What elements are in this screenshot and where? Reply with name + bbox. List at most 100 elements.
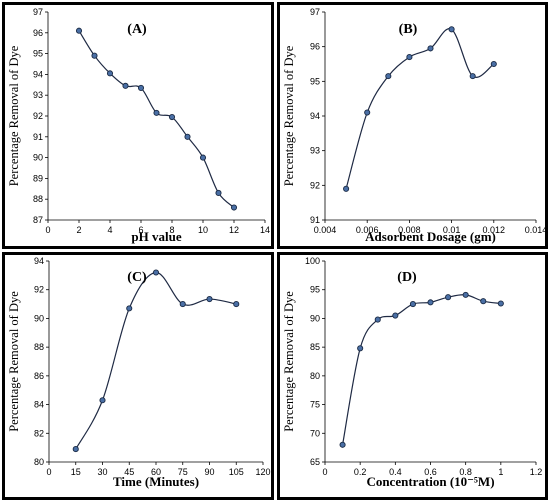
x-tick-label: 15	[71, 467, 81, 477]
x-tick-label: 8	[169, 225, 174, 235]
data-point	[75, 27, 83, 34]
panel-title: (A)	[127, 22, 147, 37]
chart-a: 87 88 89 90 91 92 93 94 95 96 97 0 2 4 6 8 10 12 14 (A) pH v…	[7, 7, 270, 244]
panel-title: (C)	[127, 270, 147, 285]
y-tick-label: 95	[33, 49, 43, 59]
y-tick-label: 95	[310, 285, 320, 295]
x-tick-label: 2	[76, 225, 81, 235]
x-tick-label: 45	[124, 467, 134, 477]
x-tick-label: 0	[46, 467, 51, 477]
y-tick-label: 86	[34, 371, 44, 381]
y-tick-label: 65	[310, 457, 320, 467]
y-axis-label: Percentage Removal of Dye	[7, 291, 21, 432]
x-tick-label: 0.4	[389, 467, 402, 477]
data-point	[343, 185, 350, 192]
data-point	[480, 298, 487, 305]
data-point	[184, 133, 191, 140]
y-tick-label: 88	[34, 342, 44, 352]
y-axis-label: Percentage Removal of Dye	[282, 45, 296, 186]
data-point	[364, 109, 371, 116]
data-point	[469, 73, 476, 80]
y-tick-label: 84	[34, 400, 44, 410]
data-point	[490, 60, 497, 68]
data-point	[152, 269, 160, 276]
y-tick-label: 89	[33, 173, 43, 183]
panel-title: (B)	[399, 22, 418, 37]
data-point	[179, 301, 186, 308]
data-point	[168, 113, 176, 121]
data-point	[99, 397, 106, 404]
chart-c: 80 82 84 86 88 90 92 94 0 15 30 45 60 75 90 105 120 (C) Ti…	[7, 256, 271, 489]
data-point	[126, 305, 133, 312]
data-point	[233, 301, 240, 308]
y-tick-label: 96	[310, 42, 320, 52]
data-point	[427, 299, 434, 306]
x-tick-label: 4	[107, 225, 112, 235]
y-tick-label: 92	[310, 180, 320, 190]
data-point	[497, 300, 504, 307]
y-axis-label: Percentage Removal of Dye	[7, 45, 21, 186]
x-tick-label: 0.012	[483, 225, 506, 235]
x-tick-label: 0.8	[459, 467, 472, 477]
data-point	[122, 82, 129, 89]
data-point	[462, 291, 469, 298]
y-tick-label: 97	[33, 7, 43, 17]
y-tick-label: 92	[34, 285, 44, 295]
data-point	[106, 70, 114, 77]
y-tick-label: 92	[33, 111, 43, 121]
data-point	[357, 345, 364, 352]
y-tick-label: 90	[34, 313, 44, 323]
y-tick-label: 96	[33, 28, 43, 38]
data-point	[230, 204, 238, 211]
y-tick-label: 70	[310, 428, 320, 438]
x-tick-label: 60	[151, 467, 161, 477]
y-tick-label: 91	[310, 215, 320, 225]
data-point	[392, 312, 399, 319]
data-point	[215, 189, 222, 197]
x-tick-label: 0.6	[424, 467, 437, 477]
panel-c: 80 82 84 86 88 90 92 94 0 15 30 45 60 75 90 105 120 (C) Ti…	[2, 252, 274, 500]
data-point	[137, 84, 145, 91]
x-tick-label: 0.004	[314, 225, 337, 235]
x-tick-label: 0	[322, 467, 327, 477]
y-tick-label: 87	[33, 215, 43, 225]
x-tick-label: 75	[178, 467, 188, 477]
y-tick-label: 97	[310, 7, 320, 17]
y-tick-label: 82	[34, 428, 44, 438]
x-tick-label: 14	[260, 225, 270, 235]
panel-a: 87 88 89 90 91 92 93 94 95 96 97 0 2 4 6 8 10 12 14 (A) pH v…	[2, 2, 274, 249]
x-tick-label: 0.006	[356, 225, 379, 235]
data-point	[72, 446, 79, 453]
y-tick-label: 80	[34, 457, 44, 467]
y-tick-label: 93	[310, 146, 320, 156]
y-tick-label: 85	[310, 342, 320, 352]
x-tick-label: 6	[138, 225, 143, 235]
y-tick-label: 88	[33, 194, 43, 204]
data-point	[206, 296, 213, 303]
y-axis-label: Percentage Removal of Dye	[282, 291, 296, 432]
data-point	[427, 45, 434, 52]
y-tick-label: 94	[310, 111, 320, 121]
y-tick-label: 91	[33, 132, 43, 142]
data-point	[91, 52, 98, 59]
data-point	[339, 441, 346, 448]
data-point	[409, 301, 416, 308]
x-axis-label: Concentration (10⁻⁵M)	[366, 474, 494, 489]
y-tick-label: 94	[33, 69, 43, 79]
panel-title: (D)	[397, 270, 417, 285]
series-line	[341, 294, 501, 445]
x-tick-label: 10	[198, 225, 208, 235]
x-tick-label: 1	[498, 467, 503, 477]
x-tick-label: 0.2	[354, 467, 367, 477]
x-tick-label: 0.01	[443, 225, 461, 235]
series-line	[78, 30, 235, 208]
x-axis-label: pH value	[131, 229, 181, 244]
x-tick-label: 1.2	[530, 467, 543, 477]
x-tick-label: 30	[97, 467, 107, 477]
x-axis-label: Adsorbent Dosage (gm)	[365, 229, 496, 244]
x-tick-label: 105	[229, 467, 244, 477]
y-tick-label: 90	[310, 313, 320, 323]
x-axis-label: Time (Minutes)	[113, 474, 199, 489]
y-tick-label: 95	[310, 76, 320, 86]
y-tick-label: 80	[310, 371, 320, 381]
